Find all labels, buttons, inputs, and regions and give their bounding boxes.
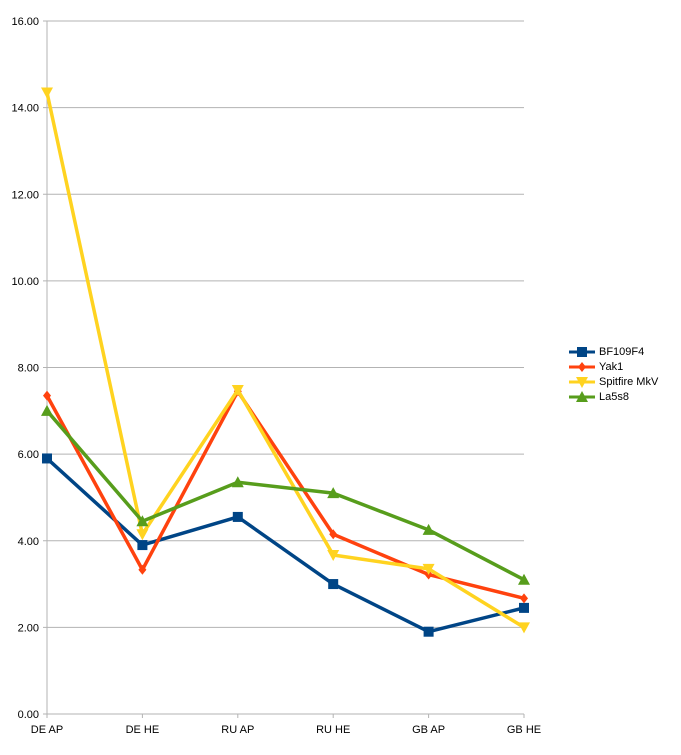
y-tick-label: 16.00: [11, 16, 39, 28]
data-point: [43, 390, 51, 401]
y-tick-label: 6.00: [18, 449, 39, 461]
legend-marker: [576, 390, 588, 402]
data-point: [138, 564, 147, 575]
legend-label: BF109F4: [599, 345, 645, 358]
data-point: [136, 515, 149, 527]
data-point: [232, 511, 243, 522]
legend-swatch: [569, 361, 595, 372]
legend-swatch: [569, 390, 595, 402]
data-point: [519, 602, 529, 613]
x-tick-label: RU HE: [316, 724, 350, 736]
legend-item: La5s8: [567, 389, 658, 404]
legend-marker: [576, 376, 588, 388]
x-tick-label: DE AP: [31, 724, 63, 736]
data-point: [41, 87, 53, 99]
data-point: [518, 622, 530, 634]
y-tick-label: 4.00: [18, 536, 39, 548]
data-point: [231, 385, 244, 397]
legend-item: Spitfire MkV: [567, 374, 658, 389]
x-tick-label: GB HE: [507, 724, 541, 736]
data-point: [327, 487, 340, 499]
legend-marker: [577, 346, 587, 357]
data-point: [329, 529, 338, 540]
y-tick-label: 14.00: [11, 103, 39, 115]
data-point: [231, 476, 244, 488]
data-point: [518, 573, 530, 585]
grid: [43, 20, 524, 715]
data-point: [136, 529, 149, 541]
series: [41, 87, 530, 637]
legend-label: La5s8: [599, 390, 629, 403]
data-point: [422, 563, 435, 575]
x-tick-label: DE HE: [126, 724, 160, 736]
y-tick-label: 12.00: [11, 189, 39, 201]
series-0: [42, 453, 529, 637]
legend-item: BF109F4: [567, 344, 658, 359]
legend: BF109F4 Yak1 Spitfire MkV La5s8: [567, 344, 658, 404]
data-point: [327, 550, 340, 562]
series-line: [45, 409, 525, 582]
x-tick-label: RU AP: [221, 724, 254, 736]
data-point: [137, 540, 148, 551]
data-point: [423, 626, 434, 637]
data-point: [41, 404, 53, 416]
y-tick-label: 0.00: [18, 709, 39, 721]
x-tick-label: GB AP: [412, 724, 445, 736]
data-point: [520, 593, 528, 604]
y-tick-label: 8.00: [18, 363, 39, 375]
data-point: [42, 453, 52, 464]
legend-marker: [578, 361, 586, 372]
series-line: [45, 92, 525, 629]
series-2: [41, 87, 530, 634]
data-point: [422, 523, 435, 535]
series-3: [41, 404, 530, 585]
series-line: [45, 457, 525, 634]
data-point: [328, 579, 339, 590]
y-tick-label: 2.00: [18, 622, 39, 634]
axes: 0.00 2.00 4.00 6.00 8.00 10.00 12.00 14.00 16.00…: [11, 16, 541, 736]
legend-swatch: [569, 346, 595, 357]
legend-label: Yak1: [599, 360, 624, 373]
legend-item: Yak1: [567, 359, 658, 374]
legend-label: Spitfire MkV: [599, 375, 659, 388]
y-tick-label: 10.00: [11, 276, 39, 288]
legend-swatch: [569, 376, 595, 388]
